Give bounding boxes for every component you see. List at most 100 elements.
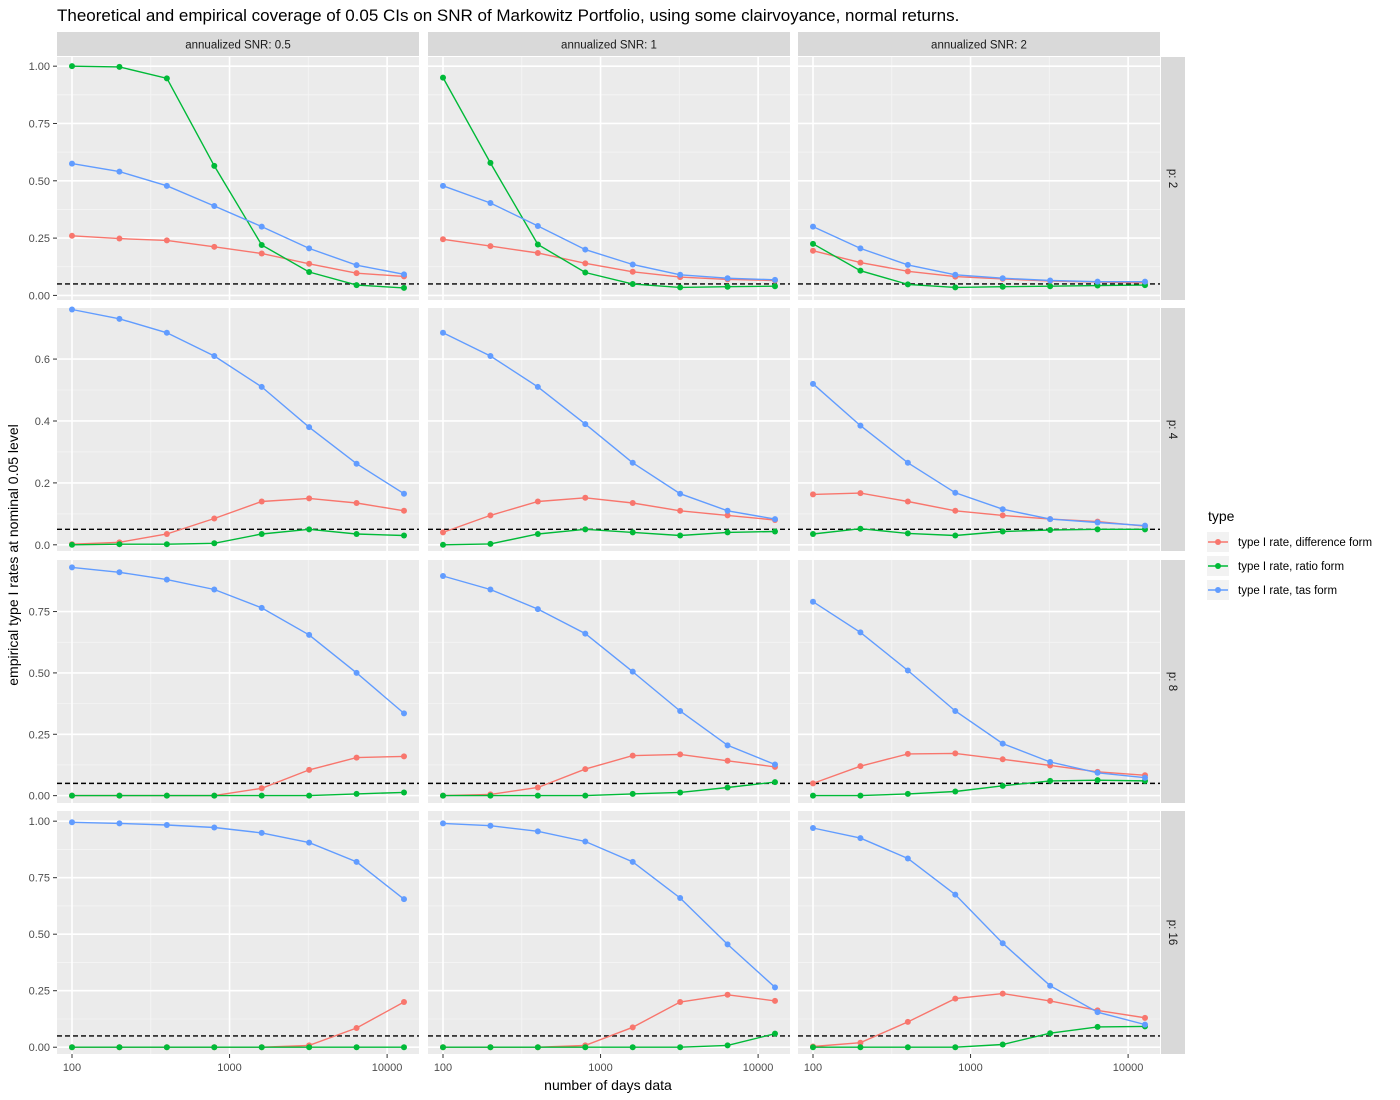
data-point-ratio [534, 792, 541, 799]
data-point-ratio [952, 1044, 959, 1051]
facet-strip-row: p: 16 [1161, 811, 1185, 1054]
data-point-ratio [952, 284, 959, 291]
data-point-difference [857, 1039, 864, 1046]
data-point-ratio [724, 1042, 731, 1049]
data-point-ratio [582, 269, 589, 276]
series-line-ratio [443, 1033, 776, 1048]
series-line-tas [812, 225, 1145, 283]
data-point-ratio [810, 530, 816, 537]
data-point-difference [999, 990, 1006, 997]
series-line-tas [71, 821, 405, 900]
panel-background [798, 560, 1160, 803]
facet-grid: annualized SNR: 0.5 annualized SNR: 1 annu… [29, 32, 1185, 1074]
legend-key-point [1215, 587, 1221, 593]
y-tick-label: 0.00 [29, 1042, 50, 1054]
data-point-tas [857, 422, 864, 429]
data-point-tas [629, 668, 636, 675]
data-point-tas [904, 459, 911, 466]
data-point-ratio [534, 530, 541, 537]
data-point-ratio [857, 267, 864, 274]
y-tick-label: 0.50 [29, 176, 50, 188]
data-point-ratio [677, 284, 684, 291]
data-point-difference [999, 512, 1006, 519]
data-point-tas [211, 824, 218, 831]
data-point-ratio [1094, 1023, 1101, 1030]
data-point-ratio [629, 1044, 636, 1051]
data-point-ratio [487, 1044, 494, 1051]
data-point-tas [810, 824, 816, 831]
data-point-difference [904, 750, 911, 757]
series-line-difference [442, 753, 776, 797]
data-point-difference [211, 243, 218, 250]
data-point-tas [401, 271, 407, 278]
data-point-ratio [952, 532, 959, 539]
legend-label: type I rate, ratio form [1238, 561, 1344, 573]
data-point-ratio [440, 541, 446, 548]
data-point-ratio [534, 241, 541, 248]
strip-background [428, 32, 790, 56]
data-point-tas [440, 329, 446, 336]
data-point-difference [724, 991, 731, 998]
series-line-difference [812, 492, 1146, 527]
data-point-ratio [353, 790, 360, 797]
data-point-ratio [582, 1044, 589, 1051]
series-line-tas [442, 185, 776, 281]
data-point-tas [1047, 982, 1054, 989]
data-point-ratio [163, 75, 170, 82]
data-point-difference [353, 1025, 360, 1032]
data-point-tas [306, 631, 313, 638]
facet-strip-row: p: 8 [1161, 560, 1185, 803]
facet-label: p: 2 [1166, 169, 1178, 188]
data-point-tas [69, 160, 75, 167]
data-point-ratio [857, 792, 864, 799]
data-point-difference [401, 753, 407, 760]
data-point-difference [952, 507, 959, 514]
data-point-ratio [534, 1044, 541, 1051]
data-point-difference [629, 752, 636, 759]
data-point-ratio [1047, 526, 1054, 533]
data-point-difference [677, 999, 684, 1006]
data-point-ratio [353, 1044, 360, 1051]
data-point-ratio [724, 784, 731, 791]
data-point-tas [952, 891, 959, 898]
data-point-tas [724, 275, 731, 282]
y-tick-label: 0.2 [35, 478, 50, 490]
data-point-difference [904, 498, 911, 505]
data-point-tas [353, 858, 360, 865]
data-point-ratio [677, 532, 684, 539]
y-tick-label: 0.75 [29, 118, 50, 130]
data-point-tas [629, 459, 636, 466]
data-point-tas [353, 262, 360, 269]
series-line-tas [71, 162, 405, 275]
facet-label: annualized SNR: 1 [561, 40, 657, 52]
data-point-tas [258, 604, 265, 611]
y-tick-label: 0.6 [35, 354, 50, 366]
data-point-ratio [904, 530, 911, 537]
data-point-tas [952, 489, 959, 496]
facet-panel [57, 811, 419, 1054]
data-point-ratio [401, 789, 407, 796]
facet-label: annualized SNR: 0.5 [185, 40, 290, 52]
facet-panel [428, 57, 790, 300]
data-point-tas [1047, 277, 1054, 284]
data-point-tas [534, 222, 541, 229]
data-point-difference [1047, 997, 1054, 1004]
x-tick-label: 1000 [217, 1062, 241, 1074]
series-line-tas [812, 601, 1146, 779]
data-point-tas [772, 984, 778, 991]
series-line-tas [812, 383, 1146, 527]
data-point-ratio [163, 541, 170, 548]
data-point-tas [810, 223, 816, 230]
series-line-difference [442, 238, 776, 282]
data-point-tas [582, 421, 589, 428]
data-point-ratio [306, 269, 313, 276]
data-point-tas [1047, 759, 1054, 766]
data-point-tas [163, 822, 170, 829]
x-axis-label: number of days data [544, 1077, 672, 1093]
data-point-difference [952, 750, 959, 757]
x-tick-label: 1000 [958, 1062, 982, 1074]
data-point-ratio [724, 283, 731, 290]
data-point-tas [116, 168, 123, 175]
facet-label: p: 4 [1166, 420, 1178, 440]
strip-background [1161, 308, 1185, 551]
